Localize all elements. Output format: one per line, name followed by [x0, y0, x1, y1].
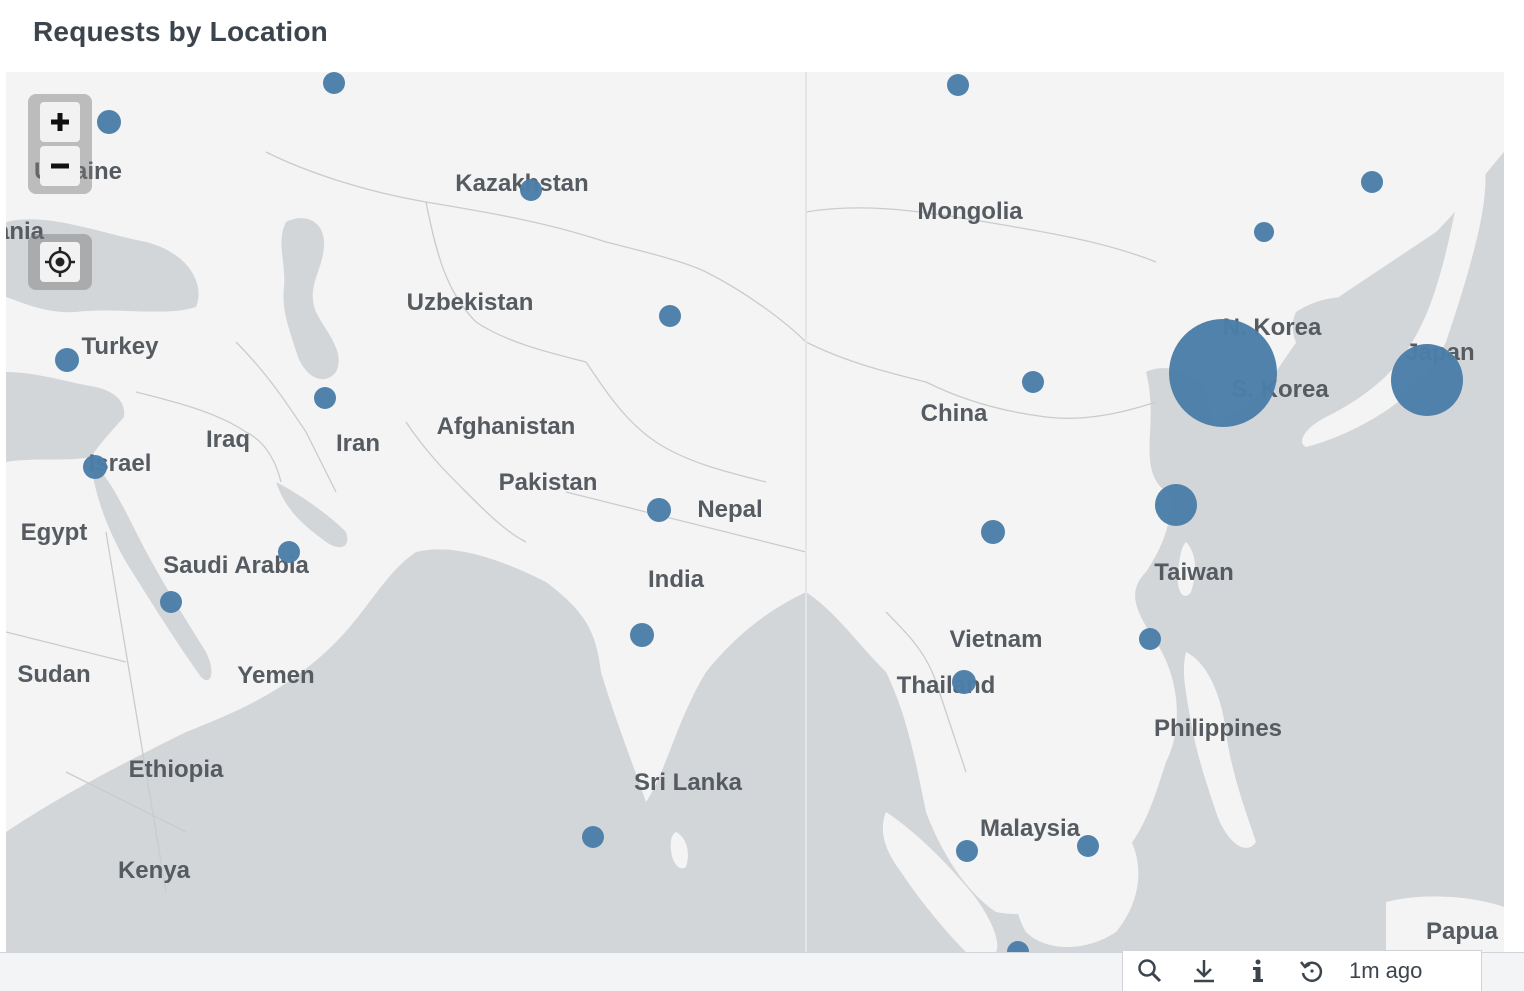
location-bubble[interactable]: [1391, 344, 1463, 416]
plus-icon: [51, 113, 69, 131]
persian-gulf: [276, 482, 348, 548]
papua-land: [1386, 896, 1504, 952]
map-label-romania-partial: ania: [6, 218, 45, 245]
map-label-egypt: Egypt: [20, 519, 88, 546]
map-label-vietnam: Vietnam: [949, 626, 1043, 653]
locate-button[interactable]: [40, 242, 80, 282]
refresh-button[interactable]: [1285, 951, 1339, 991]
location-bubble[interactable]: [1077, 835, 1099, 857]
location-bubble[interactable]: [160, 591, 182, 613]
map-label-mongolia: Mongolia: [917, 198, 1023, 225]
location-bubble[interactable]: [952, 670, 976, 694]
map-label-sri-lanka: Sri Lanka: [633, 769, 743, 796]
philippines-land: [1183, 652, 1256, 848]
map-label-sudan: Sudan: [17, 661, 91, 688]
map-label-ethiopia: Ethiopia: [128, 756, 224, 783]
map-label-pakistan: Pakistan: [498, 469, 598, 496]
zoom-control: [28, 94, 92, 194]
map-label-yemen: Yemen: [237, 662, 315, 689]
location-bubble[interactable]: [1254, 222, 1274, 242]
location-bubble[interactable]: [1169, 319, 1277, 427]
borneo-land: [1014, 818, 1139, 947]
map-label-thailand: Thailand: [896, 672, 996, 699]
map-label-iran: Iran: [335, 430, 381, 457]
sumatra-land: [882, 812, 998, 952]
srilanka-land: [670, 832, 688, 869]
download-button[interactable]: [1177, 951, 1231, 991]
location-bubble[interactable]: [981, 520, 1005, 544]
mediterranean-sea: [6, 372, 125, 462]
location-bubble[interactable]: [314, 387, 336, 409]
location-bubble[interactable]: [647, 498, 671, 522]
zoom-out-button[interactable]: [40, 146, 80, 186]
search-button[interactable]: [1123, 951, 1177, 991]
map-label-iraq: Iraq: [205, 426, 251, 453]
map-label-india: India: [647, 566, 705, 593]
location-bubble[interactable]: [520, 179, 542, 201]
refresh-icon: [1300, 961, 1323, 982]
info-icon: [1253, 959, 1263, 982]
location-bubble[interactable]: [582, 826, 604, 848]
map-label-philippines: Philippines: [1153, 715, 1283, 742]
location-bubble[interactable]: [947, 74, 969, 96]
location-bubble[interactable]: [278, 541, 300, 563]
crosshair-icon: [45, 247, 75, 277]
location-bubble[interactable]: [55, 348, 79, 372]
taiwan-land: [1177, 542, 1196, 596]
location-bubble[interactable]: [1139, 628, 1161, 650]
map-label-taiwan: Taiwan: [1154, 559, 1234, 586]
country-borders: [6, 151, 1157, 893]
zoom-in-button[interactable]: [40, 102, 80, 142]
caspian-sea: [281, 218, 339, 380]
red-sea: [91, 462, 212, 681]
map-basemap: [6, 72, 1504, 952]
location-bubble[interactable]: [659, 305, 681, 327]
map-label-nepal: Nepal: [697, 496, 763, 523]
search-icon: [1138, 959, 1162, 983]
location-bubble[interactable]: [97, 110, 121, 134]
location-bubble[interactable]: [630, 623, 654, 647]
map-view[interactable]: UkraineaniaKazakhstanMongoliaUzbekistanT…: [6, 72, 1504, 952]
location-bubble[interactable]: [1022, 371, 1044, 393]
location-bubble[interactable]: [323, 72, 345, 94]
map-label-afghanistan: Afghanistan: [436, 413, 576, 440]
locate-control: [28, 234, 92, 290]
map-label-papua: Papua: [1425, 918, 1499, 945]
somalia-coast: [195, 689, 309, 873]
map-label-malaysia: Malaysia: [979, 815, 1081, 842]
location-bubble[interactable]: [1155, 484, 1197, 526]
location-bubble[interactable]: [956, 840, 978, 862]
info-button[interactable]: [1231, 951, 1285, 991]
minus-icon: [51, 163, 69, 169]
panel-header: Requests by Location: [6, 0, 1504, 72]
location-bubble[interactable]: [1361, 171, 1383, 193]
sea-of-japan: [1292, 297, 1407, 376]
last-updated-label: 1m ago: [1349, 958, 1423, 983]
location-bubble[interactable]: [83, 455, 107, 479]
map-label-china: China: [920, 400, 988, 427]
download-icon: [1194, 960, 1214, 983]
map-label-kenya: Kenya: [117, 857, 191, 884]
map-label-turkey: Turkey: [81, 333, 159, 360]
arabian-sea: [6, 549, 806, 952]
map-label-uzbekistan: Uzbekistan: [406, 289, 534, 316]
panel-toolbar: 1m ago: [1122, 950, 1482, 991]
location-bubble[interactable]: [1007, 941, 1029, 952]
panel-title: Requests by Location: [33, 16, 328, 47]
